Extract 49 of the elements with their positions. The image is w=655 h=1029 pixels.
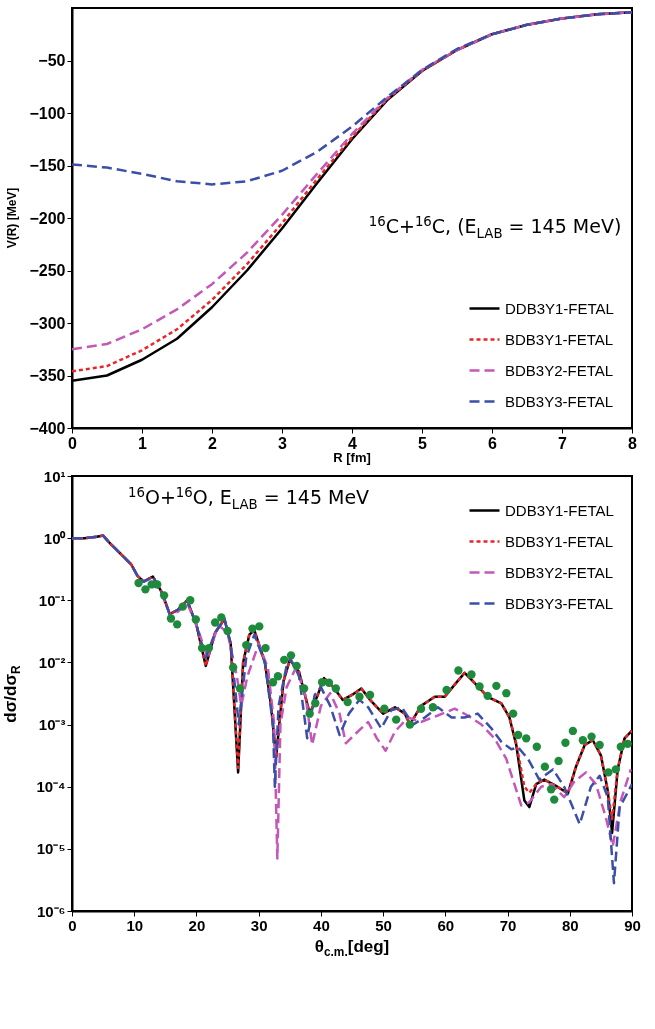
x-tick-label: 3 xyxy=(278,434,288,452)
legend-label: BDB3Y3-FETAL xyxy=(505,392,614,410)
legend-label: DDB3Y1-FETAL xyxy=(505,299,614,317)
y-axis-title: V(R) [MeV] xyxy=(5,187,19,249)
y-tick-label: 10⁻⁴ xyxy=(36,778,66,796)
x-tick-label: 8 xyxy=(628,434,638,452)
y-tick-label: 10⁻³ xyxy=(38,716,66,734)
y-tick-label: 10⁰ xyxy=(43,529,67,547)
x-tick-label: 60 xyxy=(437,916,455,934)
y-tick-label: −100 xyxy=(29,104,66,122)
x-tick-label: 1 xyxy=(138,434,148,452)
y-tick-label: 10⁻² xyxy=(38,653,66,671)
legend-label: DDB3Y1-FETAL xyxy=(505,501,614,519)
y-tick-label: −150 xyxy=(29,157,66,174)
x-axis-title: R [fm] xyxy=(333,450,371,465)
x-axis-title: θ$_{c.m.}$[deg] xyxy=(314,937,390,960)
x-tick-label: 70 xyxy=(499,916,517,934)
line-series xyxy=(72,10,632,186)
x-tick-label: 10 xyxy=(126,916,144,934)
x-tick-label: 80 xyxy=(561,916,579,934)
y-tick-label: 10⁻¹ xyxy=(38,591,66,609)
x-tick-label: 2 xyxy=(208,434,218,452)
y-tick-label: 10⁻⁶ xyxy=(36,902,66,920)
y-tick-label: −300 xyxy=(29,314,66,332)
x-tick-label: 0 xyxy=(68,916,77,934)
legend-label: BDB3Y3-FETAL xyxy=(505,594,614,612)
x-tick-label: 30 xyxy=(250,916,268,934)
x-tick-label: 20 xyxy=(188,916,206,934)
y-tick-label: 10¹ xyxy=(43,467,66,485)
y-tick-label: 10⁻⁵ xyxy=(36,840,66,858)
annotation: $^{16}$C+$^{16}$C, (E$_{LAB}$ = 145 MeV) xyxy=(368,213,622,241)
y-tick-label: −250 xyxy=(29,262,66,279)
y-tick-label: −50 xyxy=(38,52,66,69)
x-tick-label: 6 xyxy=(488,434,498,452)
legend-label: BDB3Y1-FETAL xyxy=(505,330,614,348)
y-tick-label: −200 xyxy=(29,209,66,227)
x-tick-label: 7 xyxy=(558,434,568,452)
x-tick-label: 90 xyxy=(624,916,641,934)
legend-label: BDB3Y2-FETAL xyxy=(505,563,614,581)
x-tick-label: 40 xyxy=(313,916,330,934)
x-tick-label: 4 xyxy=(348,434,358,452)
legend-label: BDB3Y2-FETAL xyxy=(505,361,614,379)
x-tick-label: 5 xyxy=(418,434,428,452)
y-tick-label: −350 xyxy=(29,367,66,384)
x-tick-label: 0 xyxy=(68,434,78,452)
x-tick-label: 50 xyxy=(375,916,392,934)
legend-label: BDB3Y1-FETAL xyxy=(505,532,614,550)
y-tick-label: −400 xyxy=(29,419,66,437)
annotation: $^{16}$O+$^{16}$O, E$_{LAB}$ = 145 MeV xyxy=(128,484,370,512)
